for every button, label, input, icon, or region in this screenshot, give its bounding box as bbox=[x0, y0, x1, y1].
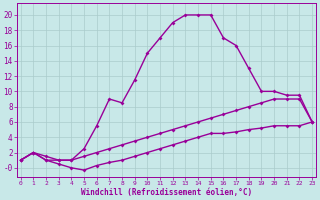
X-axis label: Windchill (Refroidissement éolien,°C): Windchill (Refroidissement éolien,°C) bbox=[81, 188, 252, 197]
